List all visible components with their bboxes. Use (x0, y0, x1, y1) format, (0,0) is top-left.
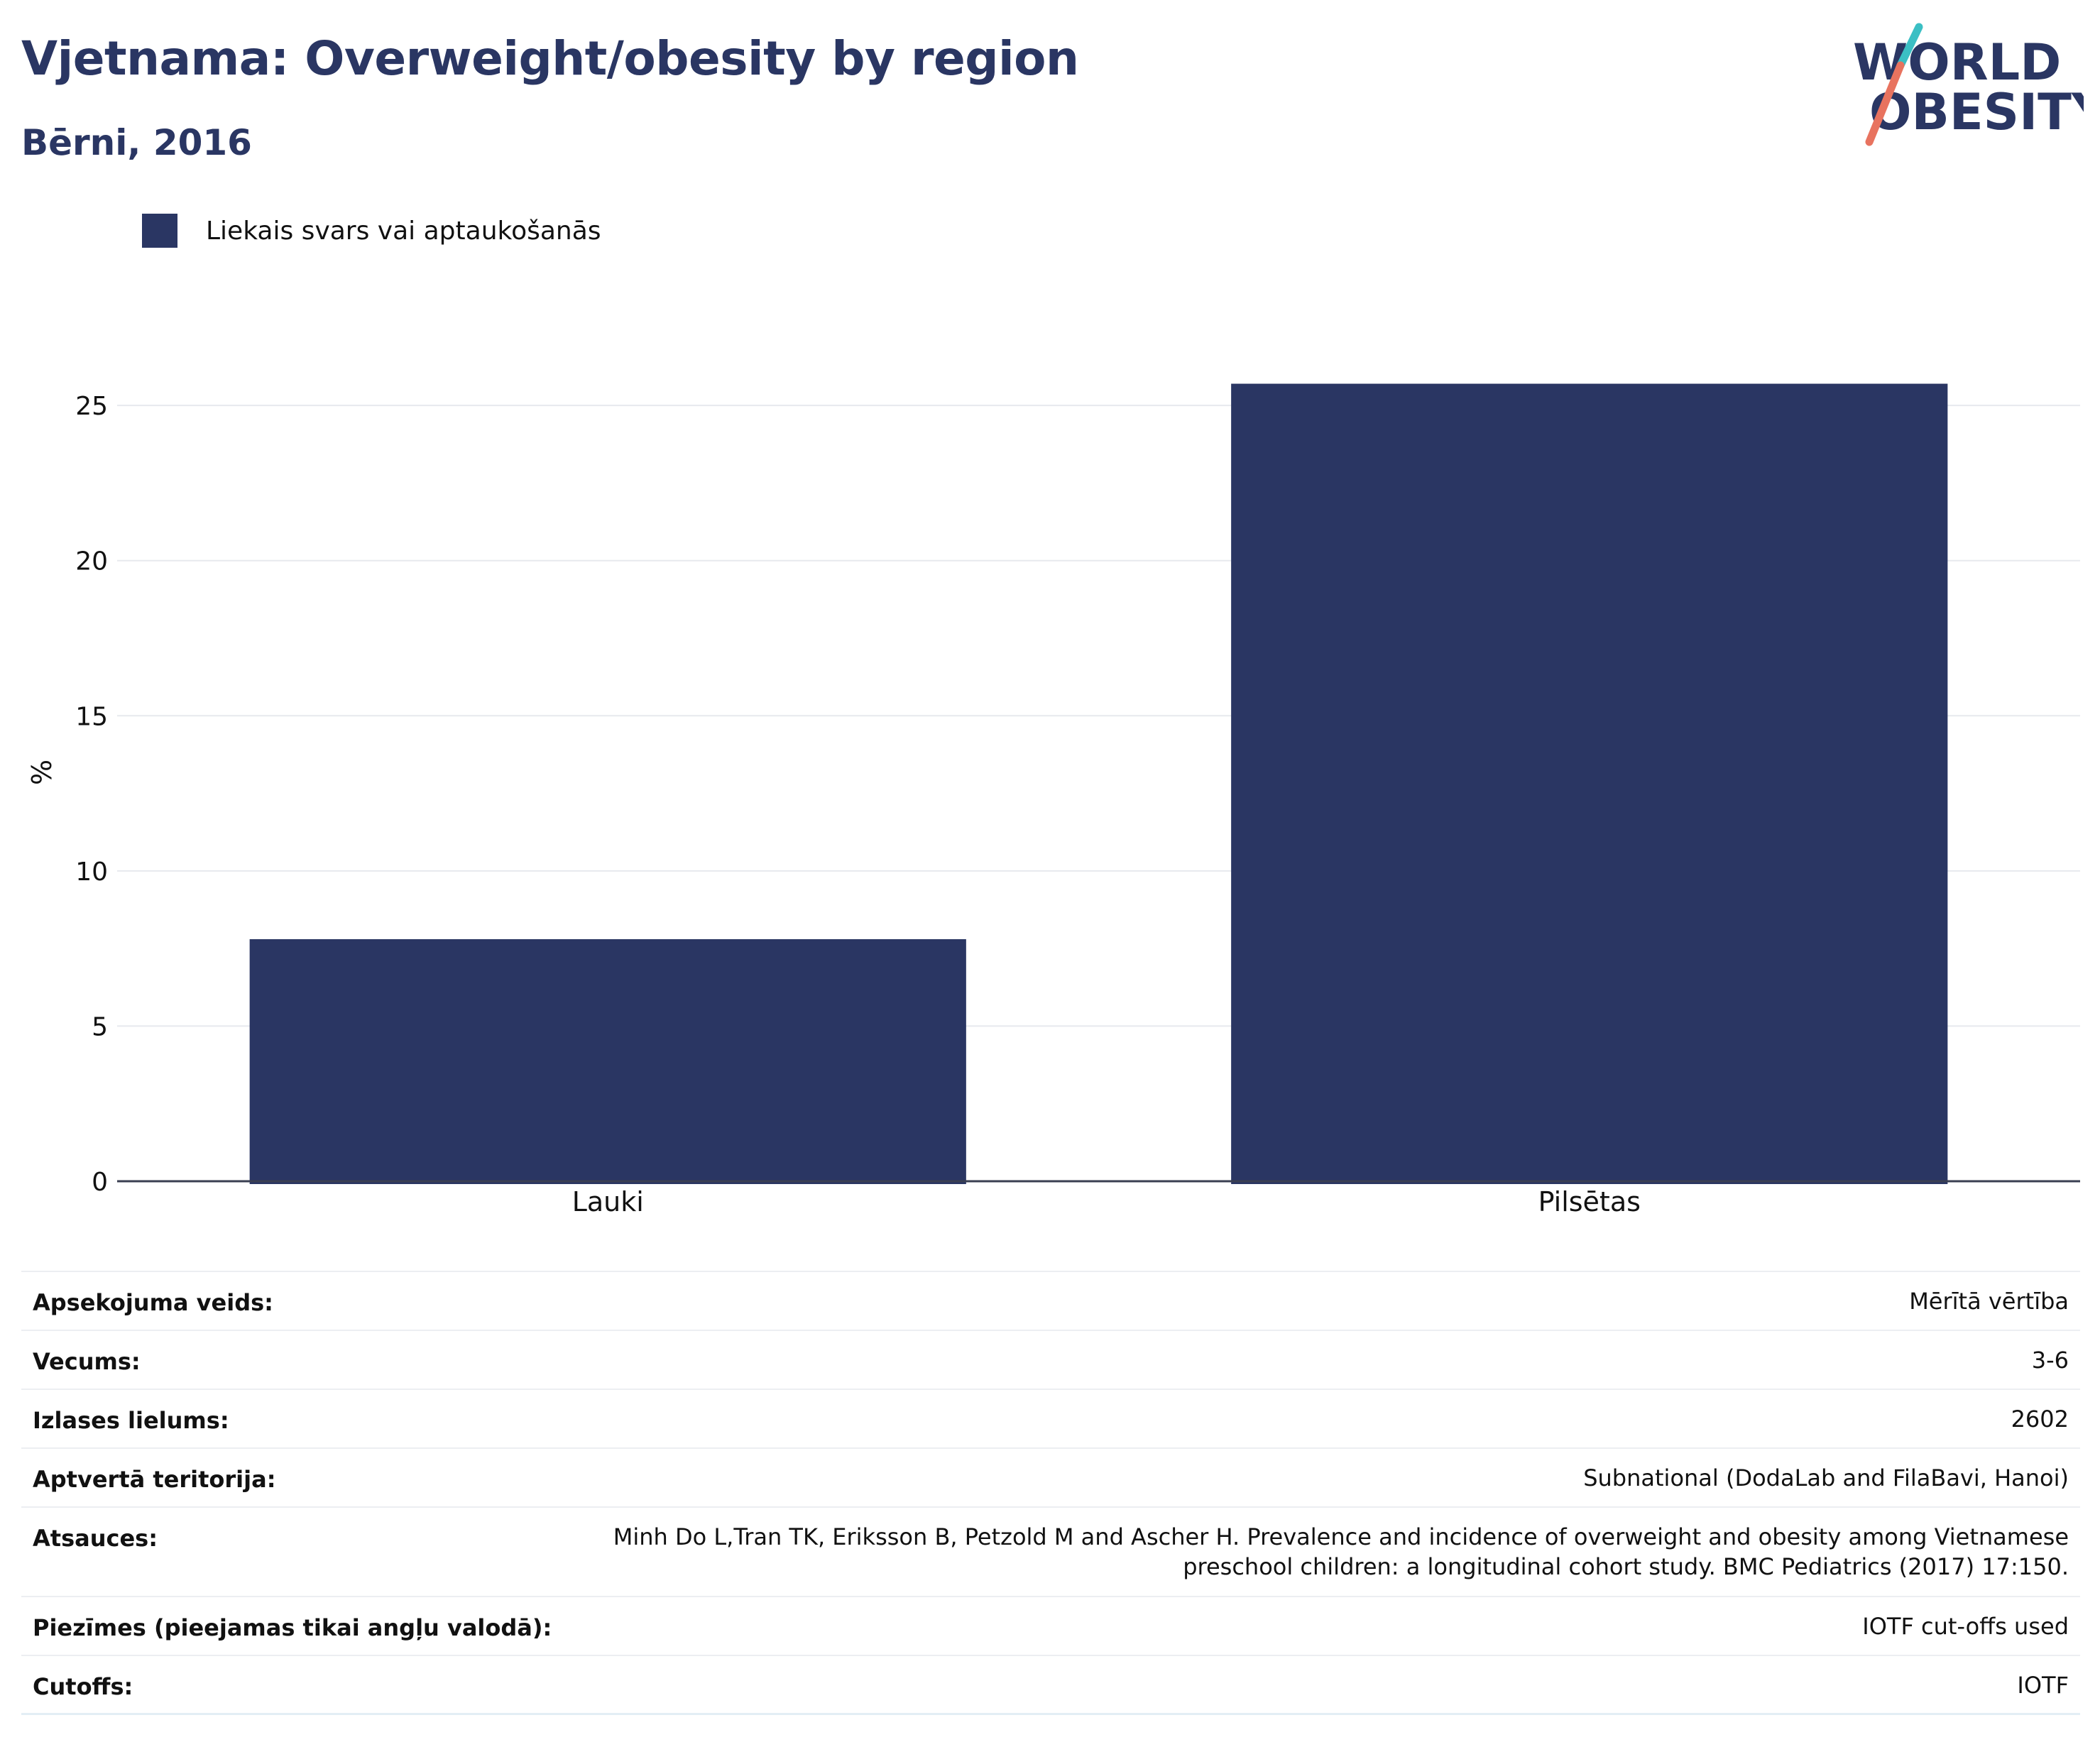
details-label: Piezīmes (pieejamas tikai angļu valodā): (33, 1614, 552, 1641)
details-label: Aptvertā teritorija: (33, 1466, 276, 1493)
y-tick-label: 10 (75, 858, 108, 887)
details-label: Apsekojuma veids: (33, 1289, 273, 1316)
details-row: Izlases lielums: 2602 (21, 1390, 2080, 1449)
legend-label: Liekais svars vai aptaukošanās (206, 216, 601, 246)
details-label: Vecums: (33, 1348, 141, 1375)
details-label: Izlases lielums: (33, 1407, 229, 1434)
legend-swatch (142, 214, 177, 248)
chart-subtitle: Bērni, 2016 (21, 122, 252, 163)
bar-chart: 0 5 10 15 20 25% Lauki Pilsētas (26, 383, 2080, 1217)
details-row: Vecums: 3-6 (21, 1331, 2080, 1390)
y-tick-label: 5 (92, 1012, 108, 1041)
details-row: Aptvertā teritorija: Subnational (DodaLab… (21, 1449, 2080, 1508)
details-value: Mērītā vērtība (1909, 1288, 2069, 1315)
details-label: Cutoffs: (33, 1673, 133, 1700)
x-tick-label: Pilsētas (1538, 1186, 1641, 1217)
y-tick-label: 15 (75, 702, 108, 731)
details-value: IOTF (2017, 1672, 2069, 1699)
bar-lauki (249, 939, 966, 1184)
details-value: 2602 (2011, 1406, 2069, 1433)
details-value: Subnational (DodaLab and FilaBavi, Hanoi… (1583, 1464, 2069, 1491)
logo-slash-coral (1865, 61, 1905, 146)
legend[interactable]: Liekais svars vai aptaukošanās (142, 213, 601, 248)
world-obesity-logo: WORLD OBESITY (1853, 23, 2084, 146)
details-table: Apsekojuma veids: Mērītā vērtība Vecums: 3-… (21, 1271, 2080, 1715)
logo-line-1: WORLD (1853, 33, 2061, 92)
details-row: Piezīmes (pieejamas tikai angļu valodā):… (21, 1597, 2080, 1656)
details-label: Atsauces: (33, 1525, 158, 1552)
y-tick-label: 25 (75, 392, 108, 421)
y-tick-label: 20 (75, 547, 108, 576)
details-value: IOTF cut-offs used (1862, 1613, 2069, 1640)
details-value: 3-6 (2031, 1347, 2069, 1374)
chart-title: Vjetnama: Overweight/obesity by region (21, 31, 1079, 86)
details-value: Minh Do L,Tran TK, Eriksson B, Petzold M… (613, 1523, 2069, 1580)
y-axis-label: % (26, 760, 58, 785)
bar-pilsētas (1231, 383, 1948, 1184)
details-row: Cutoffs: IOTF (21, 1656, 2080, 1715)
details-row: Atsauces: Minh Do L,Tran TK, Eriksson B, … (21, 1508, 2080, 1597)
logo-slash-teal (1896, 23, 1923, 70)
x-tick-label: Lauki (572, 1186, 644, 1217)
logo-line-2: OBESITY (1869, 83, 2084, 141)
details-row: Apsekojuma veids: Mērītā vērtība (21, 1272, 2080, 1331)
y-tick-label: 0 (92, 1168, 108, 1197)
